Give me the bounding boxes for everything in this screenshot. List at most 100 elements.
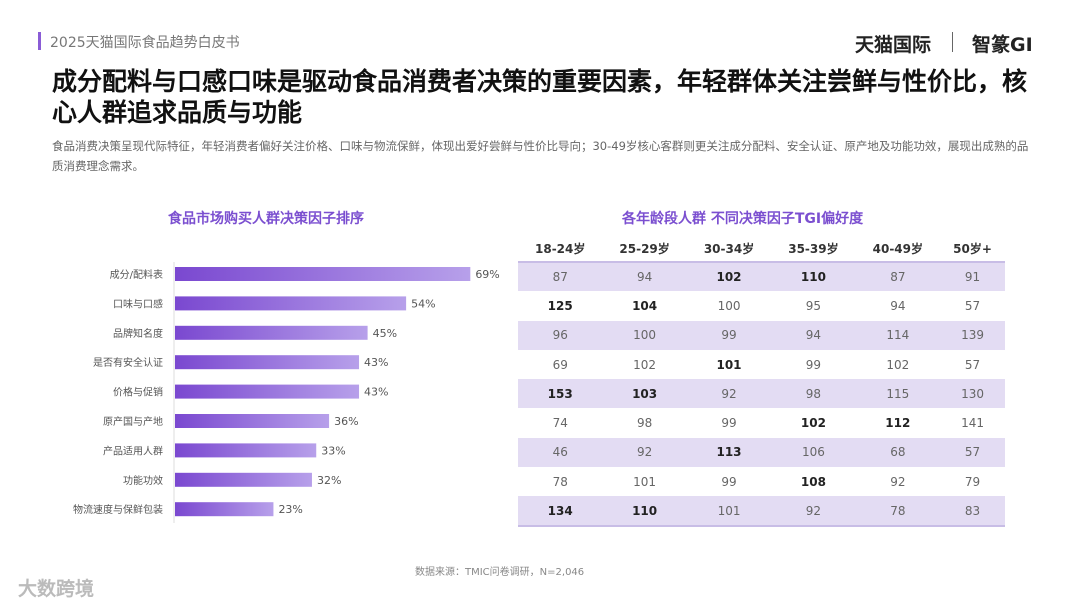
table-row: 87 94 102 110 87 91 xyxy=(518,262,1005,292)
page-title: 成分配料与口感口味是驱动食品消费者决策的重要因素，年轻群体关注尝鲜与性价比，核心… xyxy=(52,67,1028,127)
bar-category-label: 品牌知名度 xyxy=(113,327,163,340)
table-cell: 139 xyxy=(940,320,1005,350)
table-cell: 103 xyxy=(602,379,687,409)
bar-category-label: 原产国与产地 xyxy=(103,415,163,428)
table-cell: 92 xyxy=(602,437,687,468)
table-cell: 98 xyxy=(636,416,653,431)
table-cell: 68 xyxy=(855,437,941,468)
table-cell: 112 xyxy=(885,416,911,431)
table-cell: 102 xyxy=(886,357,910,372)
watermark: 大数跨境 xyxy=(18,578,95,600)
table-row: 78 101 99 108 92 79 xyxy=(518,467,1005,496)
table-title: 各年龄段人群 不同决策因子TGI偏好度 xyxy=(622,211,864,227)
bar xyxy=(175,502,274,517)
table-row: 134 110 101 92 78 83 xyxy=(518,496,1005,527)
table-cell: 102 xyxy=(800,416,826,431)
table-cell: 110 xyxy=(771,262,856,292)
table-cell: 141 xyxy=(961,416,984,431)
table-cell: 78 xyxy=(552,474,568,489)
bar-category-label: 成分/配料表 xyxy=(110,268,163,281)
table-cell: 99 xyxy=(721,416,737,431)
table-cell: 92 xyxy=(890,474,906,489)
table-row: 74 98 99 102 112 141 xyxy=(518,408,1005,437)
table-cell: 92 xyxy=(771,496,856,527)
bar-category-label: 口味与口感 xyxy=(113,297,163,310)
table-cell: 69 xyxy=(552,357,568,372)
table-cell: 87 xyxy=(855,262,941,292)
bar-category-label: 是否有安全认证 xyxy=(93,356,163,369)
table-cell: 96 xyxy=(518,320,603,350)
table-cell: 100 xyxy=(602,320,687,350)
table-row: 96 100 99 94 114 139 xyxy=(518,320,1005,350)
table-cell: 57 xyxy=(964,357,981,372)
table-cell: 153 xyxy=(518,379,603,409)
bar xyxy=(175,267,471,281)
bar-value-label: 32% xyxy=(317,474,341,487)
column-header: 18-24岁 xyxy=(518,236,603,263)
table-row: 153 103 92 98 115 130 xyxy=(518,379,1005,409)
bar-category-label: 价格与促销 xyxy=(113,386,163,399)
tgi-table: 18-24岁 25-29岁 30-34岁 35-39岁 40-49岁 50岁+ 87 94 10… xyxy=(518,236,1005,527)
table-cell: 101 xyxy=(686,496,772,527)
table-cell: 101 xyxy=(716,357,742,372)
data-source: 数据来源：TMIC问卷调研，N=2,046 xyxy=(415,567,585,578)
table-cell: 110 xyxy=(602,496,687,527)
table-cell: 57 xyxy=(964,298,981,313)
growth-insights-logo: 智篆GI xyxy=(972,34,1033,56)
bar-value-label: 54% xyxy=(411,297,435,310)
table-cell: 104 xyxy=(632,298,658,313)
bar xyxy=(175,443,317,458)
bar-category-label: 产品适用人群 xyxy=(103,444,163,457)
bar-category-label: 功能功效 xyxy=(123,474,163,487)
table-cell: 83 xyxy=(940,496,1005,527)
bar-value-label: 33% xyxy=(321,444,345,457)
bar-category-label: 物流速度与保鲜包装 xyxy=(73,503,163,516)
bar xyxy=(175,384,360,399)
table-cell: 114 xyxy=(855,320,941,350)
table-cell: 94 xyxy=(890,298,906,313)
column-header: 25-29岁 xyxy=(602,236,687,263)
table-cell: 102 xyxy=(633,357,657,372)
table-cell: 99 xyxy=(686,320,772,350)
header-accent xyxy=(38,32,41,50)
table-cell: 92 xyxy=(686,379,772,409)
table-cell: 115 xyxy=(855,379,941,409)
table-cell: 102 xyxy=(686,262,772,292)
bar-value-label: 69% xyxy=(475,268,499,281)
table-cell: 78 xyxy=(855,496,941,527)
table-cell: 134 xyxy=(518,496,603,527)
table-cell: 130 xyxy=(940,379,1005,409)
table-cell: 87 xyxy=(518,262,603,292)
bar-chart-title: 食品市场购买人群决策因子排序 xyxy=(168,211,364,227)
tmall-global-logo: 天猫国际 xyxy=(855,34,932,56)
table-cell: 101 xyxy=(633,474,657,489)
bar xyxy=(175,355,360,370)
bar-value-label: 43% xyxy=(364,386,388,399)
bar xyxy=(175,414,330,428)
bar-value-label: 43% xyxy=(364,356,388,369)
table-cell: 57 xyxy=(940,437,1005,468)
table-row: 69 102 101 99 102 57 xyxy=(518,350,1005,379)
page-subtitle: 食品消费决策呈现代际特征，年轻消费者偏好关注价格、口味与物流保鲜，体现出爱好尝鲜… xyxy=(52,139,1029,173)
report-name: 2025天猫国际食品趋势白皮书 xyxy=(50,35,240,51)
table-cell: 74 xyxy=(552,416,568,431)
logo-divider xyxy=(952,32,953,52)
table-cell: 113 xyxy=(686,437,772,468)
column-header: 35-39岁 xyxy=(771,236,856,263)
table-cell: 98 xyxy=(771,379,856,409)
table-cell: 95 xyxy=(805,298,822,313)
table-cell: 108 xyxy=(800,474,826,489)
table-cell: 79 xyxy=(964,474,981,489)
column-header: 40-49岁 xyxy=(855,236,941,263)
table-cell: 94 xyxy=(771,320,856,350)
table-cell: 91 xyxy=(940,262,1005,292)
bar-value-label: 45% xyxy=(373,327,397,340)
table-cell: 99 xyxy=(805,357,822,372)
bar xyxy=(175,325,368,340)
table-cell: 46 xyxy=(518,437,603,468)
table-cell: 106 xyxy=(771,437,856,468)
table-row: 46 92 113 106 68 57 xyxy=(518,437,1005,468)
bar xyxy=(175,296,407,311)
table-cell: 100 xyxy=(717,298,741,313)
table-row: 125 104 100 95 94 57 xyxy=(518,291,1005,320)
